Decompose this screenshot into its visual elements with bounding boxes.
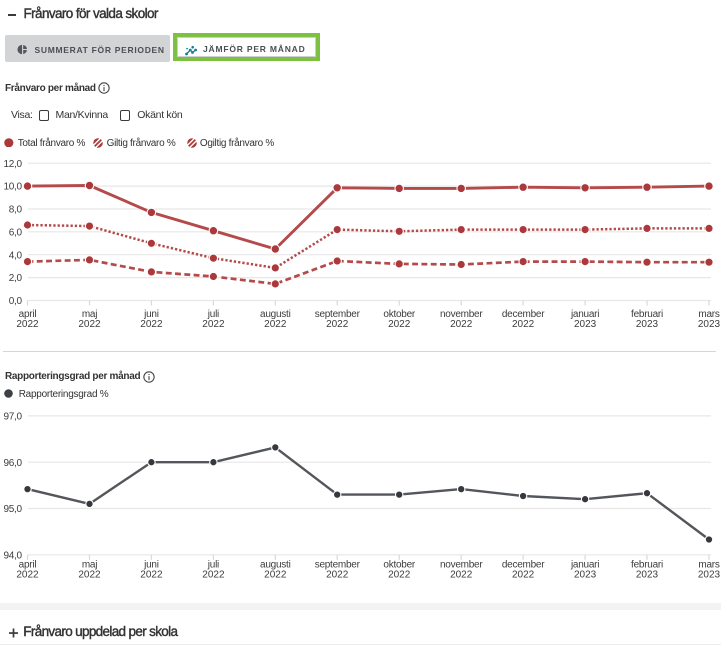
svg-text:februari: februari bbox=[631, 309, 663, 320]
svg-text:2022: 2022 bbox=[78, 319, 101, 330]
svg-text:6,0: 6,0 bbox=[9, 227, 23, 238]
svg-text:2022: 2022 bbox=[264, 319, 287, 330]
svg-text:september: september bbox=[315, 560, 361, 571]
svg-text:2022: 2022 bbox=[450, 319, 473, 330]
svg-text:december: december bbox=[502, 560, 545, 571]
svg-text:2022: 2022 bbox=[264, 570, 287, 581]
svg-text:2022: 2022 bbox=[512, 570, 535, 581]
svg-text:2023: 2023 bbox=[574, 319, 597, 330]
svg-text:2023: 2023 bbox=[698, 570, 721, 581]
svg-text:november: november bbox=[440, 309, 483, 320]
svg-text:2022: 2022 bbox=[326, 319, 349, 330]
svg-text:2022: 2022 bbox=[388, 319, 411, 330]
svg-text:2022: 2022 bbox=[78, 570, 101, 581]
svg-text:2023: 2023 bbox=[636, 319, 659, 330]
svg-text:10,0: 10,0 bbox=[4, 182, 23, 193]
svg-text:96,0: 96,0 bbox=[4, 458, 23, 469]
svg-text:januari: januari bbox=[570, 560, 599, 571]
svg-text:juli: juli bbox=[207, 560, 219, 571]
svg-text:maj: maj bbox=[82, 560, 97, 571]
svg-text:2022: 2022 bbox=[140, 319, 163, 330]
svg-text:april: april bbox=[19, 560, 37, 571]
svg-text:2022: 2022 bbox=[16, 570, 39, 581]
svg-text:oktober: oktober bbox=[383, 309, 416, 320]
svg-text:september: september bbox=[315, 309, 361, 320]
svg-text:12,0: 12,0 bbox=[4, 159, 23, 170]
svg-text:augusti: augusti bbox=[260, 309, 291, 320]
svg-text:0,0: 0,0 bbox=[9, 296, 23, 307]
svg-text:95,0: 95,0 bbox=[4, 504, 23, 515]
svg-text:2022: 2022 bbox=[450, 570, 473, 581]
svg-text:4,0: 4,0 bbox=[9, 250, 23, 261]
svg-text:2022: 2022 bbox=[512, 319, 535, 330]
svg-text:november: november bbox=[440, 560, 483, 571]
svg-text:juni: juni bbox=[143, 560, 159, 571]
svg-text:2022: 2022 bbox=[16, 319, 39, 330]
svg-text:mars: mars bbox=[698, 560, 719, 571]
svg-text:oktober: oktober bbox=[383, 560, 416, 571]
svg-text:2022: 2022 bbox=[202, 319, 225, 330]
svg-text:2022: 2022 bbox=[388, 570, 411, 581]
svg-text:april: april bbox=[19, 309, 37, 320]
svg-text:2023: 2023 bbox=[698, 319, 721, 330]
svg-text:8,0: 8,0 bbox=[9, 205, 23, 216]
svg-text:2023: 2023 bbox=[636, 570, 659, 581]
svg-text:2,0: 2,0 bbox=[9, 273, 23, 284]
svg-text:maj: maj bbox=[82, 309, 97, 320]
svg-text:juni: juni bbox=[143, 309, 159, 320]
svg-text:december: december bbox=[502, 309, 545, 320]
svg-text:2023: 2023 bbox=[574, 570, 597, 581]
svg-text:97,0: 97,0 bbox=[4, 412, 23, 423]
svg-text:augusti: augusti bbox=[260, 560, 291, 571]
svg-text:juli: juli bbox=[207, 309, 219, 320]
svg-text:februari: februari bbox=[631, 560, 663, 571]
svg-text:januari: januari bbox=[570, 309, 599, 320]
svg-text:mars: mars bbox=[698, 309, 719, 320]
svg-text:94,0: 94,0 bbox=[4, 550, 23, 561]
svg-text:2022: 2022 bbox=[202, 570, 225, 581]
svg-text:2022: 2022 bbox=[140, 570, 163, 581]
svg-text:2022: 2022 bbox=[326, 570, 349, 581]
